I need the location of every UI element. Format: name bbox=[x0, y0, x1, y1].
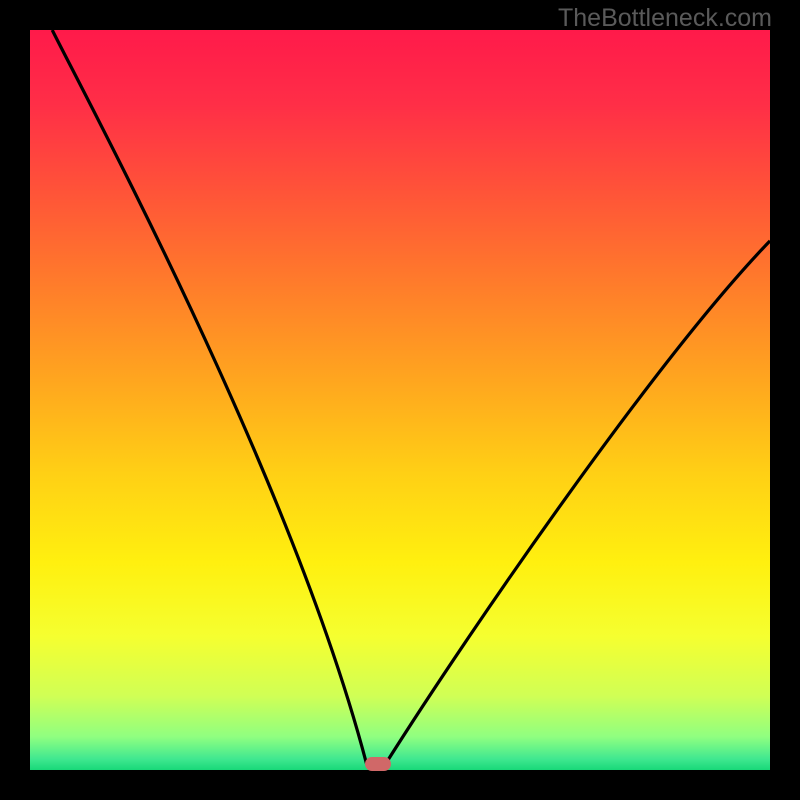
chart-container: TheBottleneck.com bbox=[0, 0, 800, 800]
watermark-text: TheBottleneck.com bbox=[558, 4, 772, 33]
optimal-point-marker bbox=[365, 757, 391, 771]
plot-background bbox=[30, 30, 770, 770]
plot-svg bbox=[0, 0, 800, 800]
